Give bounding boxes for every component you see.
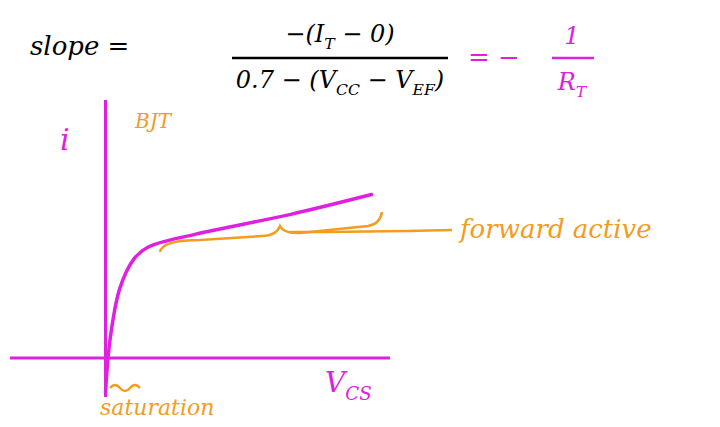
svg-text:0.7 − (VCC − VEF): 0.7 − (VCC − VEF) (236, 66, 444, 99)
svg-text:BJT: BJT (134, 109, 173, 133)
svg-text:forward active: forward active (458, 214, 652, 244)
svg-text:VCS: VCS (325, 366, 372, 404)
svg-text:slope =: slope = (30, 31, 129, 61)
svg-text:i: i (60, 122, 70, 157)
svg-text:−(IT − 0): −(IT − 0) (285, 20, 394, 53)
svg-text:saturation: saturation (100, 395, 214, 420)
svg-text:1: 1 (564, 22, 579, 50)
svg-text:= −: = − (468, 42, 520, 72)
svg-text:RT: RT (557, 68, 588, 101)
